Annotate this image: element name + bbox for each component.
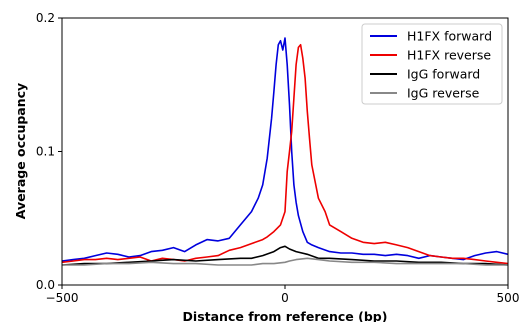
y-tick-label: 0.2 xyxy=(36,11,55,25)
series-layer xyxy=(61,37,509,266)
tick-layer: −500 0 500 0.0 0.1 0.2 xyxy=(36,11,520,305)
series-line-1 xyxy=(61,43,509,265)
legend-box xyxy=(361,23,503,105)
legend-label-3: IgG reverse xyxy=(407,86,480,101)
legend: H1FX forward H1FX reverse IgG forward IgG r… xyxy=(361,23,503,105)
y-tick-label: 0.0 xyxy=(36,278,55,292)
x-axis-label: Distance from reference (bp) xyxy=(183,309,388,322)
legend-label-2: IgG forward xyxy=(407,67,480,82)
x-tick-label: 0 xyxy=(281,291,289,305)
series-line-3 xyxy=(62,257,508,266)
series-line-0 xyxy=(61,37,509,262)
series-line-2 xyxy=(61,245,509,266)
y-tick-label: 0.1 xyxy=(36,145,55,159)
x-tick-label: 500 xyxy=(497,291,520,305)
x-tick-label: −500 xyxy=(46,291,79,305)
legend-label-1: H1FX reverse xyxy=(407,48,491,63)
legend-label-0: H1FX forward xyxy=(407,29,492,44)
y-axis-label: Average occupancy xyxy=(13,83,28,219)
